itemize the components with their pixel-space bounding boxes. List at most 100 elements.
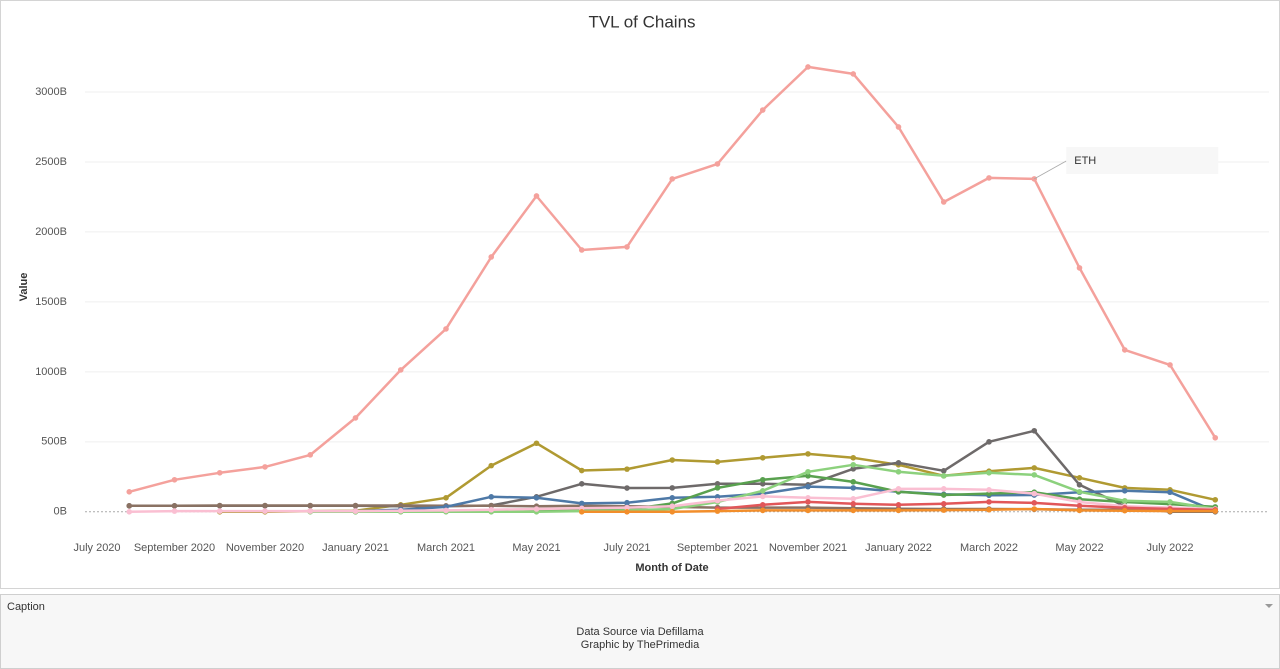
data-point xyxy=(1076,502,1083,509)
data-point xyxy=(1076,265,1083,271)
data-point xyxy=(488,462,495,469)
y-tick-label: 2500B xyxy=(35,156,67,168)
data-point xyxy=(352,502,359,509)
data-point xyxy=(126,488,133,495)
data-point xyxy=(805,507,811,514)
data-point xyxy=(397,502,404,509)
data-point xyxy=(1031,465,1038,471)
data-point xyxy=(126,502,133,509)
data-point xyxy=(1076,488,1083,495)
data-point xyxy=(1121,497,1128,504)
data-point xyxy=(443,507,449,514)
data-point xyxy=(578,481,585,487)
data-point xyxy=(1212,434,1219,441)
data-point xyxy=(171,502,178,509)
data-point xyxy=(759,454,766,461)
data-point xyxy=(1121,507,1128,514)
data-point xyxy=(624,466,630,472)
data-point xyxy=(624,244,630,250)
data-point xyxy=(216,508,223,514)
data-point xyxy=(1167,499,1173,505)
y-tick-label: 3000B xyxy=(35,86,67,98)
data-point xyxy=(850,466,857,472)
data-point xyxy=(397,367,404,373)
data-point xyxy=(1212,508,1219,514)
data-point xyxy=(850,501,857,507)
data-point xyxy=(759,476,766,483)
caption-lines: Data Source via Defillama Graphic by The… xyxy=(1,626,1279,652)
data-point xyxy=(895,124,902,130)
data-point xyxy=(578,500,585,507)
data-point xyxy=(216,502,223,509)
data-point xyxy=(759,481,766,487)
data-point xyxy=(850,454,857,461)
data-point xyxy=(759,107,766,113)
data-point xyxy=(262,502,268,509)
data-point xyxy=(895,460,902,466)
data-point xyxy=(714,485,721,491)
x-axis-title: Month of Date xyxy=(635,562,708,574)
data-point xyxy=(1121,347,1128,353)
data-point xyxy=(488,506,495,513)
data-point xyxy=(533,193,540,199)
data-point xyxy=(759,502,766,508)
data-point xyxy=(940,507,947,513)
data-point xyxy=(940,468,947,474)
data-point xyxy=(533,495,540,501)
data-point xyxy=(759,488,766,494)
data-point xyxy=(986,499,992,505)
x-tick-label: January 2021 xyxy=(322,542,389,554)
data-point xyxy=(578,467,585,474)
data-point xyxy=(578,509,585,515)
data-point xyxy=(1076,482,1083,488)
data-point xyxy=(262,464,268,470)
data-point xyxy=(986,175,992,181)
data-point xyxy=(443,326,449,332)
data-point xyxy=(895,507,902,514)
data-point xyxy=(805,451,811,457)
data-point xyxy=(669,457,676,463)
annotation-label: ETH xyxy=(1074,155,1096,167)
data-point xyxy=(624,509,630,515)
data-point xyxy=(850,71,857,77)
data-point xyxy=(171,476,178,483)
data-point xyxy=(1031,472,1038,478)
x-tick-label: May 2022 xyxy=(1055,542,1103,554)
annotation-box xyxy=(1066,147,1219,174)
dropdown-arrow[interactable] xyxy=(1265,603,1273,609)
data-point xyxy=(624,499,630,506)
series-line xyxy=(717,500,1216,512)
x-tick-label: January 2022 xyxy=(865,542,932,554)
data-point xyxy=(895,502,902,508)
data-point xyxy=(624,504,630,511)
data-point xyxy=(1121,488,1128,494)
data-point xyxy=(1167,362,1173,368)
x-tick-label: September 2020 xyxy=(134,542,215,554)
caption-panel: Caption Data Source via Defillama Graphi… xyxy=(0,594,1280,669)
data-point xyxy=(1031,427,1038,434)
x-tick-label: November 2021 xyxy=(769,542,847,554)
data-point xyxy=(850,461,857,468)
chart-frame: TVL of Chains Value Month of Date 0B 500B… xyxy=(0,0,1280,589)
data-point xyxy=(1076,507,1083,514)
data-point xyxy=(805,483,811,490)
data-point xyxy=(669,176,676,182)
caption-title: Caption xyxy=(7,601,45,613)
data-point xyxy=(986,506,992,513)
y-tick-label: 500B xyxy=(41,436,67,448)
data-point xyxy=(714,481,721,487)
data-point xyxy=(986,439,992,445)
x-tick-label: July 2021 xyxy=(603,542,650,554)
data-point xyxy=(759,507,766,514)
data-point xyxy=(624,485,630,491)
data-point xyxy=(1212,496,1219,503)
data-point xyxy=(488,494,495,500)
data-point xyxy=(850,485,857,491)
data-point xyxy=(805,495,811,501)
data-point xyxy=(352,415,359,421)
data-point xyxy=(307,508,314,514)
x-tick-label: July 2020 xyxy=(73,542,120,554)
series-line xyxy=(128,65,1217,494)
data-point xyxy=(443,495,449,501)
